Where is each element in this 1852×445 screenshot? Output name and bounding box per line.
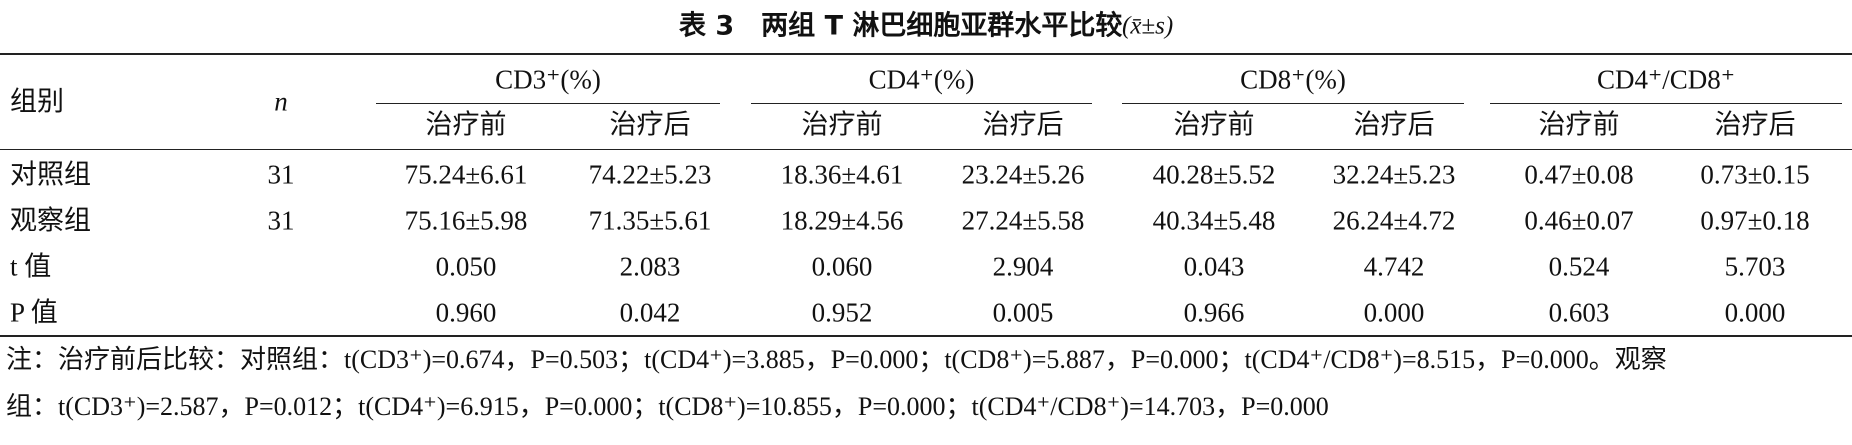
cell: 32.24±5.23 bbox=[1332, 159, 1456, 190]
sub-header: 治疗后 bbox=[982, 109, 1064, 140]
cell: 0.000 bbox=[1363, 297, 1425, 328]
note-line: 注：治疗前后比较：对照组：t(CD3⁺)=0.674，P=0.503；t(CD4… bbox=[6, 345, 1667, 374]
sub-header: 治疗后 bbox=[609, 109, 691, 140]
row-label: P 值 bbox=[10, 297, 58, 328]
cell: 0.960 bbox=[435, 297, 497, 328]
cell: 71.35±5.61 bbox=[588, 205, 712, 236]
cell: 18.29±4.56 bbox=[780, 205, 904, 236]
row-label: 对照组 bbox=[10, 159, 91, 190]
sub-header: 治疗后 bbox=[1353, 109, 1435, 140]
cell: 40.28±5.52 bbox=[1152, 159, 1276, 190]
cell: 74.22±5.23 bbox=[588, 159, 712, 190]
cell: 18.36±4.61 bbox=[780, 159, 904, 190]
sub-header: 治疗前 bbox=[425, 109, 507, 140]
cell: 0.524 bbox=[1548, 251, 1610, 282]
row-n: 31 bbox=[267, 159, 295, 190]
cell: 0.47±0.08 bbox=[1524, 159, 1634, 190]
cell: 75.24±6.61 bbox=[404, 159, 528, 190]
cell: 4.742 bbox=[1363, 251, 1425, 282]
header-rule bbox=[0, 149, 1852, 150]
cell: 0.050 bbox=[435, 251, 497, 282]
measure-header: CD8⁺(%) bbox=[1240, 64, 1346, 95]
cell: 40.34±5.48 bbox=[1152, 205, 1276, 236]
measure-header: CD4⁺(%) bbox=[868, 64, 975, 95]
cell: 75.16±5.98 bbox=[404, 205, 528, 236]
sub-header: 治疗前 bbox=[801, 109, 883, 140]
cell: 26.24±4.72 bbox=[1332, 205, 1456, 236]
cell: 2.083 bbox=[619, 251, 681, 282]
cell: 0.97±0.18 bbox=[1700, 205, 1810, 236]
cell: 0.005 bbox=[992, 297, 1054, 328]
group-rule bbox=[1122, 103, 1464, 104]
cell: 0.060 bbox=[811, 251, 873, 282]
title-stat: (x̄±s) bbox=[1122, 12, 1174, 40]
note-line: 组：t(CD3⁺)=2.587，P=0.012；t(CD4⁺)=6.915，P=… bbox=[6, 392, 1329, 421]
row-label: 观察组 bbox=[10, 205, 91, 236]
group-rule bbox=[376, 103, 720, 104]
header-group: 组别 bbox=[10, 86, 64, 117]
measure-header: CD4⁺/CD8⁺ bbox=[1596, 64, 1736, 95]
table-title: 表 3 两组 T 淋巴细胞亚群水平比较 bbox=[679, 10, 1123, 42]
row-label: t 值 bbox=[10, 251, 52, 282]
sub-header: 治疗前 bbox=[1173, 109, 1255, 140]
row-n: 31 bbox=[267, 205, 295, 236]
cell: 2.904 bbox=[992, 251, 1054, 282]
bottom-rule bbox=[0, 335, 1852, 337]
cell: 0.000 bbox=[1724, 297, 1786, 328]
header-n: n bbox=[274, 86, 288, 117]
cell: 5.703 bbox=[1724, 251, 1786, 282]
cell: 0.603 bbox=[1548, 297, 1610, 328]
group-rule bbox=[751, 103, 1092, 104]
sub-header: 治疗前 bbox=[1538, 109, 1620, 140]
measure-header: CD3⁺(%) bbox=[495, 64, 601, 95]
cell: 27.24±5.58 bbox=[961, 205, 1085, 236]
sub-header: 治疗后 bbox=[1714, 109, 1796, 140]
cell: 0.966 bbox=[1183, 297, 1245, 328]
cell: 0.952 bbox=[811, 297, 873, 328]
group-rule bbox=[1490, 103, 1842, 104]
cell: 23.24±5.26 bbox=[961, 159, 1085, 190]
top-rule bbox=[0, 53, 1852, 55]
cell: 0.73±0.15 bbox=[1700, 159, 1810, 190]
cell: 0.46±0.07 bbox=[1524, 205, 1634, 236]
cell: 0.043 bbox=[1183, 251, 1245, 282]
cell: 0.042 bbox=[619, 297, 681, 328]
